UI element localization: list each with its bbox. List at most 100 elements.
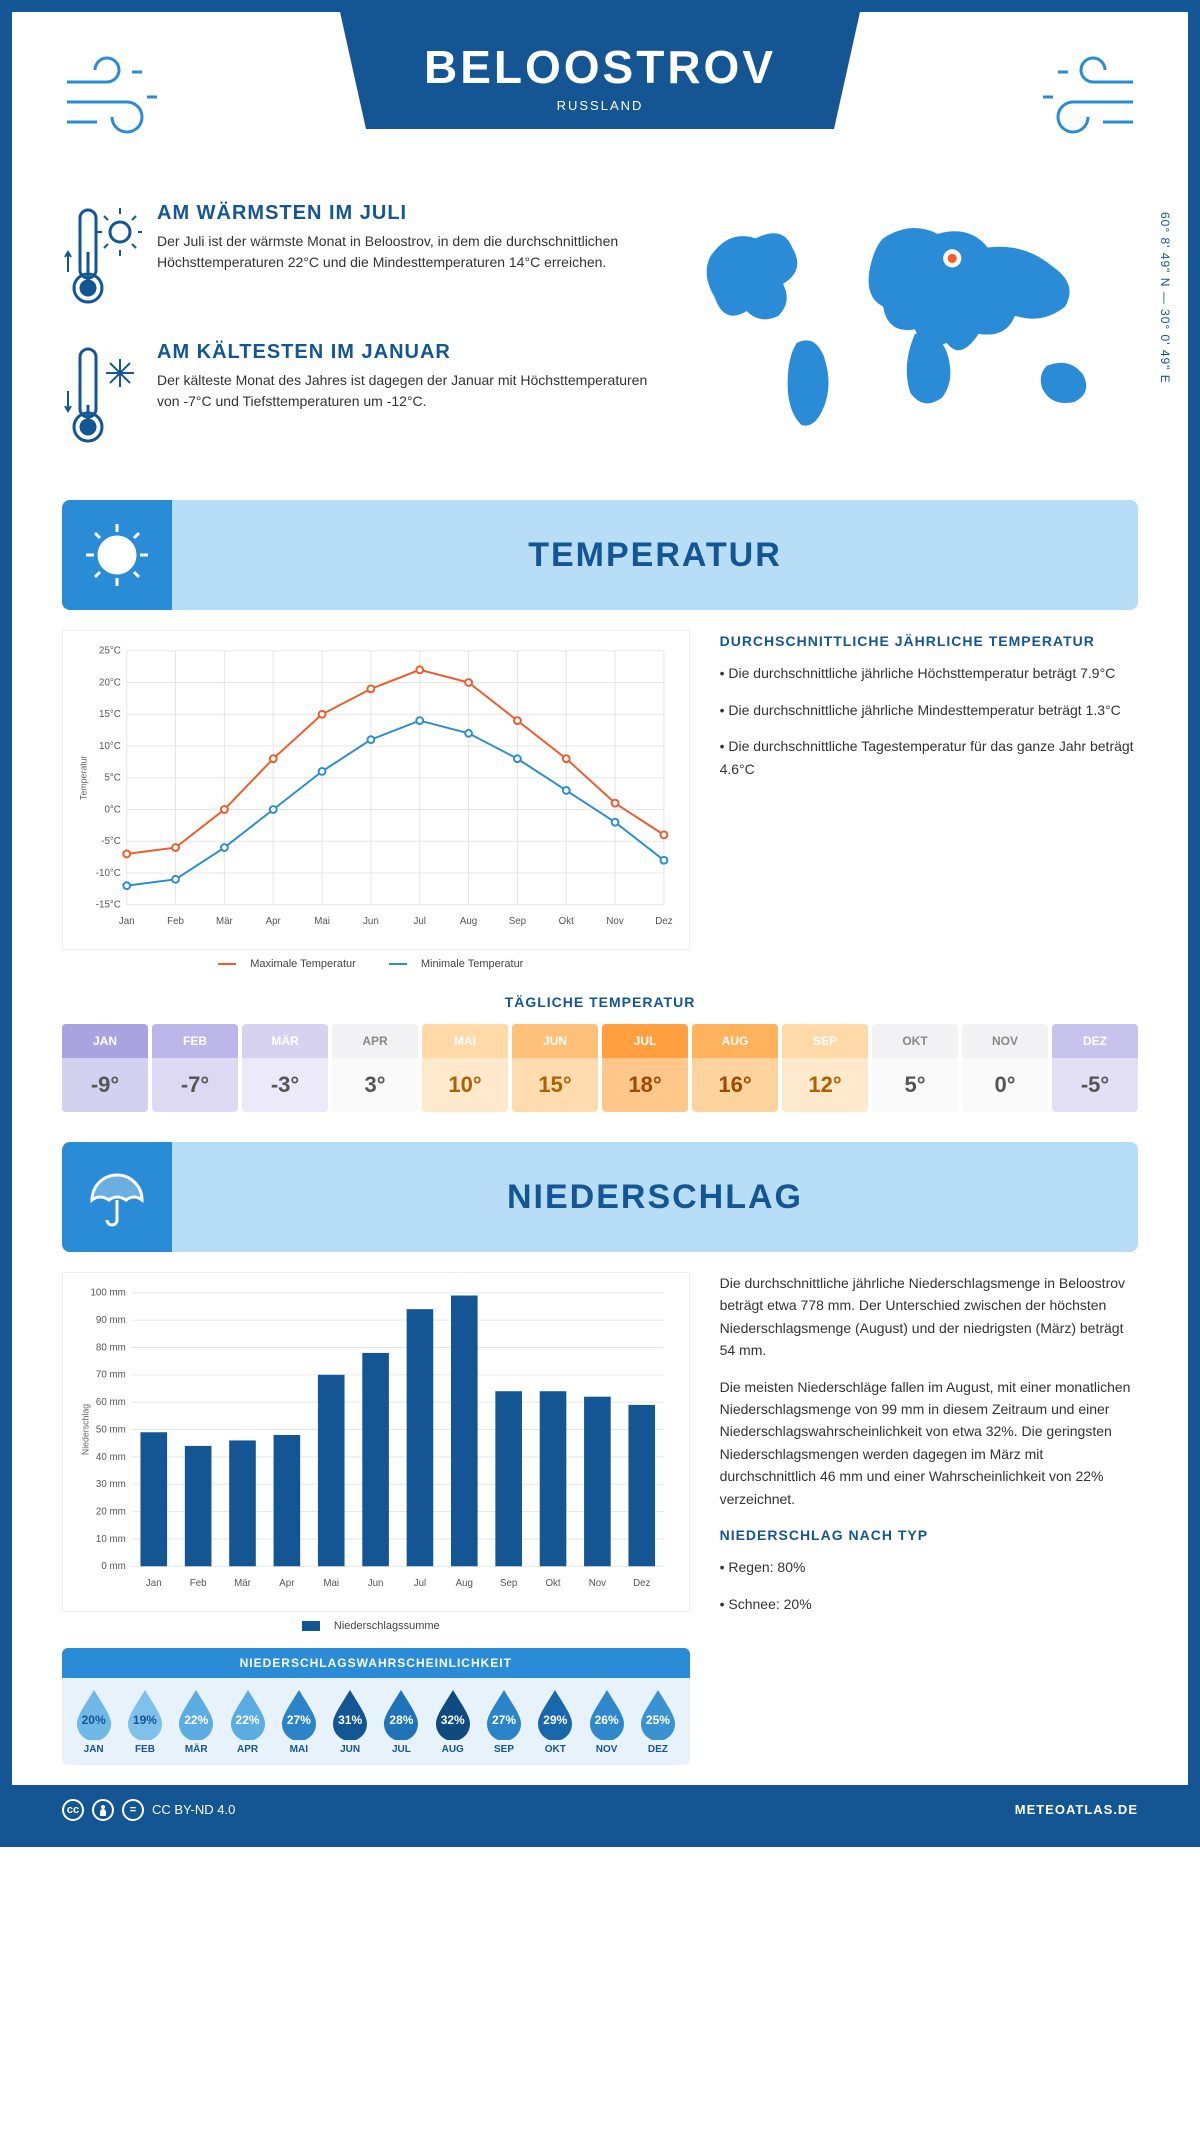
page-subtitle: RUSSLAND — [340, 98, 860, 113]
precip-type-item: • Schnee: 20% — [720, 1593, 1138, 1615]
daily-temp-cell: JAN -9° — [62, 1024, 148, 1112]
svg-text:20°C: 20°C — [99, 677, 121, 688]
daily-temp-cell: FEB -7° — [152, 1024, 238, 1112]
prob-drop: 32% AUG — [427, 1688, 478, 1755]
warmest-title: AM WÄRMSTEN IM JULI — [157, 202, 653, 225]
svg-text:10 mm: 10 mm — [96, 1534, 126, 1545]
svg-text:Jan: Jan — [119, 916, 135, 927]
page: BELOOSTROV RUSSLAND AM — [0, 0, 1200, 1847]
svg-text:Jan: Jan — [146, 1578, 162, 1589]
cc-icon: cc — [62, 1799, 84, 1821]
coldest-title: AM KÄLTESTEN IM JANUAR — [157, 341, 653, 364]
wind-icon — [1018, 52, 1138, 147]
prob-drop: 27% MAI — [273, 1688, 324, 1755]
temperature-line-chart: -15°C-10°C-5°C0°C5°C10°C15°C20°C25°CJanF… — [62, 630, 690, 950]
svg-text:Apr: Apr — [279, 1578, 295, 1589]
svg-text:25°C: 25°C — [99, 646, 121, 657]
svg-text:10°C: 10°C — [99, 741, 121, 752]
svg-text:Nov: Nov — [606, 916, 623, 927]
svg-text:Okt: Okt — [545, 1578, 560, 1589]
wind-icon — [62, 52, 182, 147]
svg-text:Niederschlag: Niederschlag — [81, 1404, 91, 1455]
svg-text:Jul: Jul — [414, 1578, 426, 1589]
svg-text:Dez: Dez — [633, 1578, 650, 1589]
daily-temp-strip: JAN -9° FEB -7° MÄR -3° APR 3° MAI 10° J… — [62, 1024, 1138, 1112]
precip-probability-box: NIEDERSCHLAGSWAHRSCHEINLICHKEIT 20% JAN … — [62, 1648, 690, 1765]
svg-text:60 mm: 60 mm — [96, 1397, 126, 1408]
precip-p1: Die durchschnittliche jährliche Niedersc… — [720, 1272, 1138, 1362]
license-text: CC BY-ND 4.0 — [152, 1802, 235, 1817]
temperature-banner: TEMPERATUR — [62, 500, 1138, 610]
svg-text:Nov: Nov — [589, 1578, 606, 1589]
thermometer-snow-icon — [62, 341, 142, 456]
prob-drop: 19% FEB — [119, 1688, 170, 1755]
svg-text:Feb: Feb — [190, 1578, 207, 1589]
precip-p2: Die meisten Niederschläge fallen im Augu… — [720, 1376, 1138, 1510]
prob-drop: 29% OKT — [530, 1688, 581, 1755]
svg-text:-15°C: -15°C — [96, 900, 121, 911]
svg-text:0°C: 0°C — [104, 804, 120, 815]
daily-temp-cell: OKT 5° — [872, 1024, 958, 1112]
svg-text:30 mm: 30 mm — [96, 1479, 126, 1490]
daily-temp-cell: JUL 18° — [602, 1024, 688, 1112]
prob-title: NIEDERSCHLAGSWAHRSCHEINLICHKEIT — [62, 1648, 690, 1678]
daily-temp-cell: MAI 10° — [422, 1024, 508, 1112]
svg-text:Feb: Feb — [167, 916, 184, 927]
svg-text:80 mm: 80 mm — [96, 1342, 126, 1353]
sun-icon — [62, 500, 172, 610]
prob-drop: 22% MÄR — [171, 1688, 222, 1755]
svg-text:Sep: Sep — [509, 916, 527, 927]
daily-temp-cell: AUG 16° — [692, 1024, 778, 1112]
temp-bullet: • Die durchschnittliche jährliche Höchst… — [720, 662, 1138, 684]
svg-text:Dez: Dez — [655, 916, 672, 927]
precipitation-title: NIEDERSCHLAG — [172, 1178, 1138, 1217]
temp-bullet: • Die durchschnittliche Tagestemperatur … — [720, 735, 1138, 780]
footer: cc = CC BY-ND 4.0 METEOATLAS.DE — [12, 1785, 1188, 1835]
temp-bullet: • Die durchschnittliche jährliche Mindes… — [720, 699, 1138, 721]
svg-text:Jun: Jun — [368, 1578, 384, 1589]
svg-text:50 mm: 50 mm — [96, 1424, 126, 1435]
svg-text:Mär: Mär — [234, 1578, 252, 1589]
prob-drop: 28% JUL — [376, 1688, 427, 1755]
umbrella-icon — [62, 1142, 172, 1252]
prob-drop: 31% JUN — [324, 1688, 375, 1755]
daily-temp-cell: APR 3° — [332, 1024, 418, 1112]
coordinates: 60° 8' 49" N — 30° 0' 49" E — [1158, 212, 1172, 384]
legend-max: Maximale Temperatur — [250, 958, 356, 970]
svg-text:70 mm: 70 mm — [96, 1370, 126, 1381]
header: BELOOSTROV RUSSLAND — [62, 42, 1138, 192]
avg-temp-title: DURCHSCHNITTLICHE JÄHRLICHE TEMPERATUR — [720, 630, 1138, 652]
daily-temp-cell: DEZ -5° — [1052, 1024, 1138, 1112]
world-map — [683, 202, 1138, 438]
svg-text:Jul: Jul — [413, 916, 425, 927]
svg-text:5°C: 5°C — [104, 773, 120, 784]
site-name: METEOATLAS.DE — [1015, 1802, 1138, 1817]
thermometer-sun-icon — [62, 202, 142, 317]
daily-temp-cell: NOV 0° — [962, 1024, 1048, 1112]
prob-drop: 20% JAN — [68, 1688, 119, 1755]
title-banner: BELOOSTROV RUSSLAND — [340, 12, 860, 129]
coldest-card: AM KÄLTESTEN IM JANUAR Der kälteste Mona… — [62, 341, 653, 456]
page-title: BELOOSTROV — [340, 40, 860, 94]
precipitation-banner: NIEDERSCHLAG — [62, 1142, 1138, 1252]
svg-text:0 mm: 0 mm — [101, 1561, 125, 1572]
daily-temp-title: TÄGLICHE TEMPERATUR — [62, 994, 1138, 1010]
svg-text:40 mm: 40 mm — [96, 1452, 126, 1463]
svg-text:Aug: Aug — [456, 1578, 473, 1589]
svg-text:Mai: Mai — [314, 916, 330, 927]
svg-text:Temperatur: Temperatur — [79, 755, 89, 799]
precipitation-bar-chart: 0 mm10 mm20 mm30 mm40 mm50 mm60 mm70 mm8… — [62, 1272, 690, 1612]
by-icon — [92, 1799, 114, 1821]
svg-text:Okt: Okt — [559, 916, 574, 927]
daily-temp-cell: JUN 15° — [512, 1024, 598, 1112]
daily-temp-cell: SEP 12° — [782, 1024, 868, 1112]
prob-drop: 25% DEZ — [632, 1688, 683, 1755]
svg-text:Sep: Sep — [500, 1578, 518, 1589]
svg-text:Mai: Mai — [323, 1578, 339, 1589]
svg-text:-5°C: -5°C — [101, 836, 121, 847]
svg-text:Mär: Mär — [216, 916, 234, 927]
legend-precip: Niederschlagssumme — [334, 1620, 440, 1632]
warmest-card: AM WÄRMSTEN IM JULI Der Juli ist der wär… — [62, 202, 653, 317]
daily-temp-cell: MÄR -3° — [242, 1024, 328, 1112]
svg-text:15°C: 15°C — [99, 709, 121, 720]
